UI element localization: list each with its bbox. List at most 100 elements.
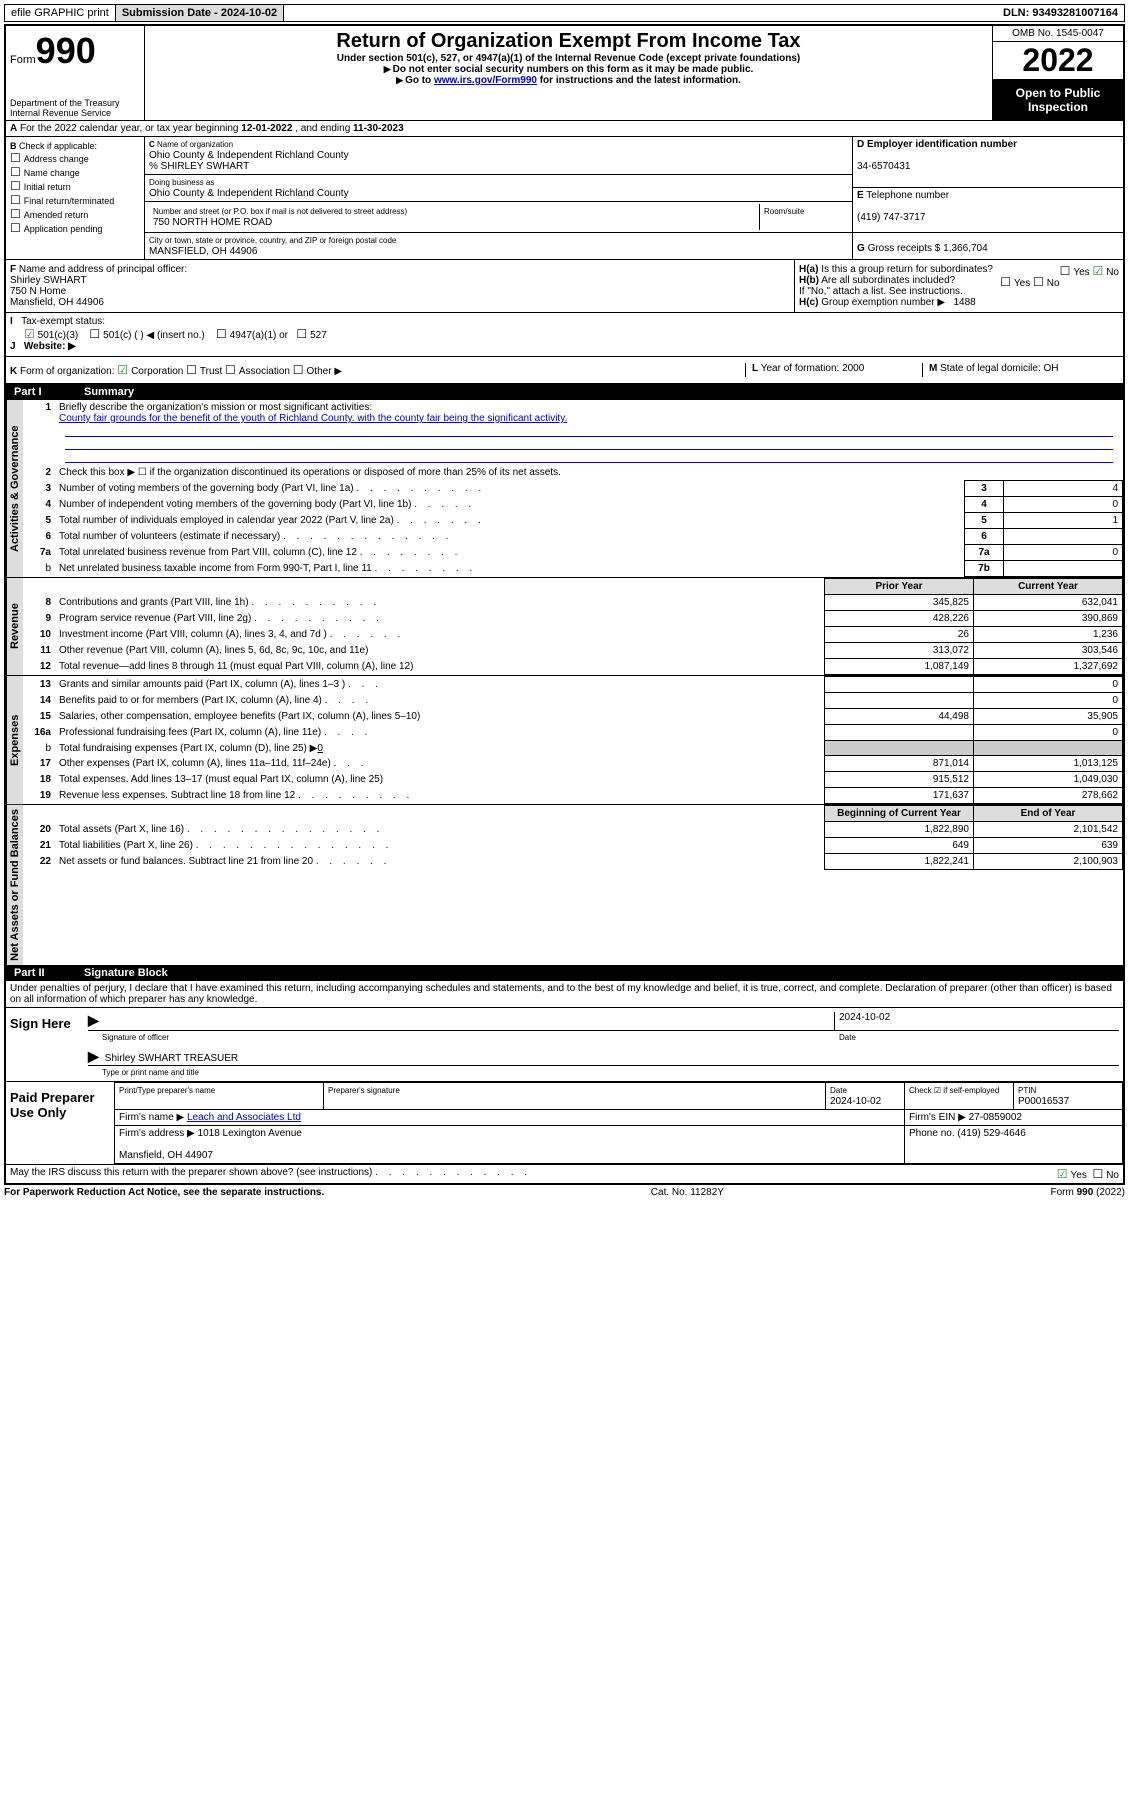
line6: Total number of volunteers (estimate if … [55, 529, 965, 545]
firm-ein: 27-0859002 [969, 1112, 1022, 1123]
side-expenses: Expenses [6, 676, 23, 804]
line18: Total expenses. Add lines 13–17 (must eq… [55, 772, 825, 788]
line13: Grants and similar amounts paid (Part IX… [55, 677, 825, 693]
row-a-tax-year: A For the 2022 calendar year, or tax yea… [6, 121, 1123, 137]
officer-name: Shirley SWHART [10, 275, 87, 286]
col-b-checkboxes: B Check if applicable: Address change Na… [6, 137, 145, 259]
care-of: % SHIRLEY SWHART [149, 161, 249, 172]
side-activities-governance: Activities & Governance [6, 400, 23, 577]
efile-label: efile GRAPHIC print [5, 5, 116, 21]
chk-501c3[interactable]: 501(c)(3) [24, 330, 78, 341]
line15: Salaries, other compensation, employee b… [55, 709, 825, 725]
street-address: 750 NORTH HOME ROAD [153, 217, 272, 228]
ha-no[interactable]: No [1092, 267, 1119, 278]
line7b: Net unrelated business taxable income fr… [55, 561, 965, 577]
top-bar: efile GRAPHIC print Submission Date - 20… [4, 4, 1125, 22]
line1-label: Briefly describe the organization's miss… [59, 402, 372, 413]
paperwork-notice: For Paperwork Reduction Act Notice, see … [4, 1187, 324, 1198]
line22: Net assets or fund balances. Subtract li… [55, 854, 825, 870]
chk-initial-return[interactable]: Initial return [10, 182, 71, 192]
line2: Check this box ▶ ☐ if the organization d… [55, 465, 1123, 481]
line5: Total number of individuals employed in … [55, 513, 965, 529]
form990-link[interactable]: www.irs.gov/Form990 [434, 75, 537, 86]
line12: Total revenue—add lines 8 through 11 (mu… [55, 659, 825, 675]
hb-yes[interactable]: Yes [1000, 278, 1030, 289]
row-i-tax-status: I Tax-exempt status: 501(c)(3) 501(c) ( … [10, 316, 791, 341]
side-revenue: Revenue [6, 578, 23, 675]
gross-receipts: 1,366,704 [943, 243, 988, 254]
line7a: Total unrelated business revenue from Pa… [55, 545, 965, 561]
row-j-website: J Website: ▶ [10, 341, 791, 352]
col-current-year: Current Year [974, 579, 1123, 595]
col-prior-year: Prior Year [825, 579, 974, 595]
chk-address-change[interactable]: Address change [10, 154, 89, 164]
side-net-assets: Net Assets or Fund Balances [6, 805, 23, 965]
part-ii-header: Part II Signature Block [6, 965, 1123, 981]
col-end-year: End of Year [974, 806, 1123, 822]
paid-preparer-label: Paid Preparer Use Only [6, 1082, 114, 1164]
chk-4947[interactable]: 4947(a)(1) or [216, 330, 288, 341]
discuss-yes[interactable]: Yes [1057, 1170, 1087, 1181]
chk-527[interactable]: 527 [296, 330, 326, 341]
sign-here-label: Sign Here [6, 1008, 84, 1081]
omb-number: OMB No. 1545-0047 [993, 26, 1123, 42]
org-name: Ohio County & Independent Richland Count… [149, 150, 349, 161]
form-ref: Form 990 (2022) [1051, 1187, 1125, 1198]
ein: 34-6570431 [857, 161, 910, 172]
phone: (419) 747-3717 [857, 212, 925, 223]
row-k-form-org: K Form of organization: Corporation Trus… [10, 363, 745, 377]
mission-text[interactable]: County fair grounds for the benefit of t… [59, 413, 567, 424]
tax-year: 2022 [993, 42, 1123, 80]
hb-no[interactable]: No [1033, 278, 1060, 289]
row-m-domicile: M State of legal domicile: OH [922, 363, 1119, 377]
cat-no: Cat. No. 11282Y [651, 1187, 724, 1198]
public-inspection: Open to Public Inspection [993, 80, 1123, 120]
form-title: Return of Organization Exempt From Incom… [153, 30, 984, 53]
line8: Contributions and grants (Part VIII, lin… [55, 595, 825, 611]
dln-label: DLN: 93493281007164 [997, 5, 1124, 21]
discuss-no[interactable]: No [1092, 1170, 1119, 1181]
line16a: Professional fundraising fees (Part IX, … [55, 725, 825, 741]
line4: Number of independent voting members of … [55, 497, 965, 513]
line16b: Total fundraising expenses (Part IX, col… [55, 741, 825, 756]
ssn-warning: Do not enter social security numbers on … [153, 64, 984, 75]
firm-address: 1018 Lexington Avenue [198, 1128, 302, 1139]
instructions-link-row: Go to www.irs.gov/Form990 for instructio… [153, 75, 984, 86]
chk-association[interactable]: Association [225, 366, 290, 377]
chk-application-pending[interactable]: Application pending [10, 224, 102, 234]
line3: Number of voting members of the governin… [55, 481, 965, 497]
chk-other[interactable]: Other ▶ [293, 366, 342, 377]
line19: Revenue less expenses. Subtract line 18 … [55, 788, 825, 804]
form-990: Form990 Department of the TreasuryIntern… [4, 24, 1125, 1185]
submission-date-button[interactable]: Submission Date - 2024-10-02 [116, 5, 284, 21]
prep-date: 2024-10-02 [830, 1096, 881, 1107]
line11: Other revenue (Part VIII, column (A), li… [55, 643, 825, 659]
perjury-statement: Under penalties of perjury, I declare th… [6, 981, 1123, 1007]
col-beginning-year: Beginning of Current Year [825, 806, 974, 822]
form-number: Form990 [10, 30, 140, 72]
line21: Total liabilities (Part X, line 26) . . … [55, 838, 825, 854]
officer-signature-name: Shirley SWHART TREASUER [105, 1053, 238, 1064]
chk-corporation[interactable]: Corporation [117, 366, 183, 377]
chk-trust[interactable]: Trust [186, 366, 222, 377]
city-state-zip: MANSFIELD, OH 44906 [149, 246, 257, 257]
line9: Program service revenue (Part VIII, line… [55, 611, 825, 627]
row-l-year-formation: L Year of formation: 2000 [745, 363, 922, 377]
part-i-header: Part I Summary [6, 384, 1123, 400]
dba-name: Ohio County & Independent Richland Count… [149, 188, 349, 199]
line17: Other expenses (Part IX, column (A), lin… [55, 756, 825, 772]
sig-date: 2024-10-02 [834, 1012, 1119, 1030]
chk-name-change[interactable]: Name change [10, 168, 80, 178]
firm-name[interactable]: Leach and Associates Ltd [187, 1112, 301, 1123]
form-subtitle: Under section 501(c), 527, or 4947(a)(1)… [153, 53, 984, 64]
line10: Investment income (Part VIII, column (A)… [55, 627, 825, 643]
line20: Total assets (Part X, line 16) . . . . .… [55, 822, 825, 838]
dept-treasury: Department of the TreasuryInternal Reven… [10, 98, 120, 118]
chk-final-return[interactable]: Final return/terminated [10, 196, 114, 206]
prep-ptin: P00016537 [1018, 1096, 1069, 1107]
ha-yes[interactable]: Yes [1060, 267, 1090, 278]
chk-501c[interactable]: 501(c) ( ) ◀ (insert no.) [89, 330, 204, 341]
chk-amended-return[interactable]: Amended return [10, 210, 88, 220]
firm-phone: (419) 529-4646 [957, 1128, 1025, 1139]
prep-self-employed: Check ☑ if self-employed [909, 1086, 999, 1095]
